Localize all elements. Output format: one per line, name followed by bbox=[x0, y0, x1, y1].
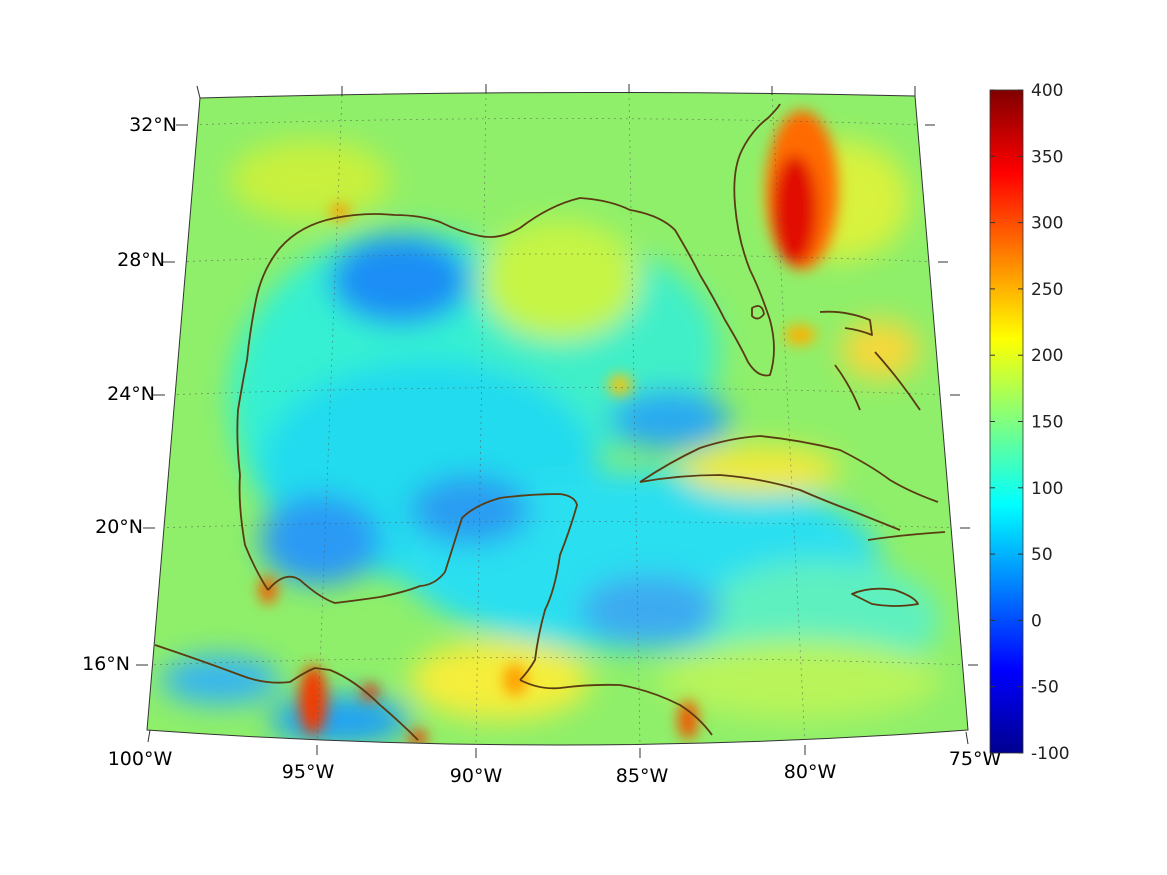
lat-label-16n: 16°N bbox=[82, 653, 130, 675]
colorbar-ticks: 400 350 300 250 200 150 100 50 0 -50 -100 bbox=[990, 81, 1070, 764]
colorbar-tick-label: 200 bbox=[1031, 346, 1063, 366]
colorbar-gradient bbox=[989, 89, 1024, 754]
map-frame bbox=[146, 91, 969, 746]
graticule bbox=[147, 92, 968, 745]
lon-label-100w: 100°W bbox=[108, 748, 173, 770]
longitude-labels: 100°W 95°W 90°W 85°W 80°W 75°W bbox=[108, 748, 1002, 787]
coastlines bbox=[154, 103, 946, 741]
latitude-labels: 32°N 28°N 24°N 20°N 16°N bbox=[82, 114, 177, 675]
lat-label-24n: 24°N bbox=[107, 383, 155, 405]
lon-label-80w: 80°W bbox=[784, 761, 837, 783]
colorbar-tick-label: 100 bbox=[1031, 479, 1063, 499]
colorbar-tick-label: -100 bbox=[1031, 744, 1070, 764]
data-field bbox=[147, 92, 968, 745]
colorbar-tick-label: 150 bbox=[1031, 413, 1063, 433]
colorbar-tick-label: 350 bbox=[1031, 147, 1063, 167]
colorbar-tick-label: -50 bbox=[1031, 678, 1059, 698]
colorbar-tick-label: 50 bbox=[1031, 545, 1053, 565]
lon-label-85w: 85°W bbox=[616, 765, 669, 787]
colorbar-tick-label: 250 bbox=[1031, 280, 1063, 300]
lat-label-20n: 20°N bbox=[95, 516, 143, 538]
lon-label-90w: 90°W bbox=[450, 765, 503, 787]
lon-label-95w: 95°W bbox=[282, 761, 335, 783]
colorbar-tick-label: 300 bbox=[1031, 214, 1063, 234]
colorbar-tick-label: 400 bbox=[1031, 81, 1063, 101]
colorbar-tick-label: 0 bbox=[1031, 611, 1042, 631]
colorbar: 400 350 300 250 200 150 100 50 0 -50 -100 bbox=[989, 81, 1070, 764]
frame-ticks bbox=[136, 84, 978, 758]
lon-label-75w: 75°W bbox=[949, 748, 1002, 770]
lat-label-32n: 32°N bbox=[129, 114, 177, 136]
lat-label-28n: 28°N bbox=[117, 249, 165, 271]
